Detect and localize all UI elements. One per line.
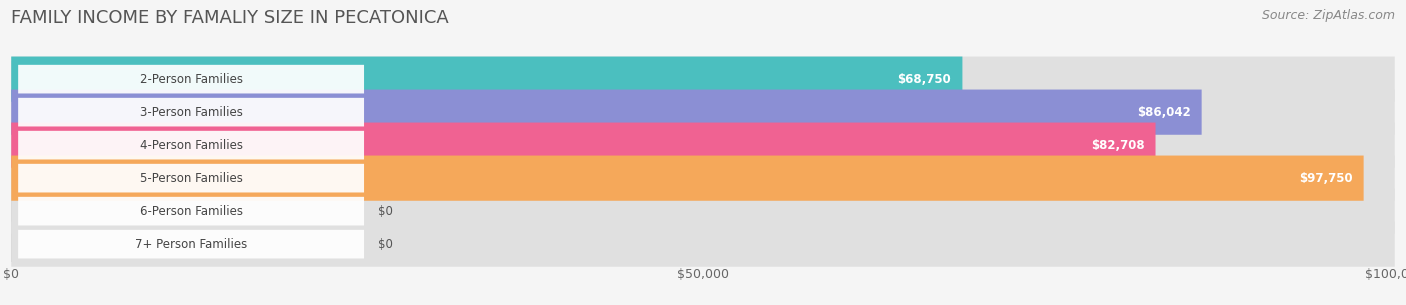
- Text: 2-Person Families: 2-Person Families: [139, 73, 243, 86]
- Text: 5-Person Families: 5-Person Families: [139, 172, 243, 185]
- FancyBboxPatch shape: [11, 188, 1395, 234]
- Text: 6-Person Families: 6-Person Families: [139, 205, 243, 218]
- Text: $86,042: $86,042: [1137, 106, 1191, 119]
- FancyBboxPatch shape: [11, 90, 1395, 135]
- FancyBboxPatch shape: [18, 164, 364, 192]
- FancyBboxPatch shape: [18, 98, 364, 127]
- FancyBboxPatch shape: [11, 123, 1156, 168]
- FancyBboxPatch shape: [18, 131, 364, 160]
- FancyBboxPatch shape: [11, 56, 1395, 102]
- FancyBboxPatch shape: [18, 197, 364, 225]
- Text: $68,750: $68,750: [897, 73, 952, 86]
- Text: 3-Person Families: 3-Person Families: [139, 106, 243, 119]
- FancyBboxPatch shape: [18, 65, 364, 93]
- Text: 7+ Person Families: 7+ Person Families: [135, 238, 247, 251]
- Text: Source: ZipAtlas.com: Source: ZipAtlas.com: [1261, 9, 1395, 22]
- FancyBboxPatch shape: [11, 56, 963, 102]
- FancyBboxPatch shape: [11, 156, 1395, 201]
- Text: $97,750: $97,750: [1299, 172, 1353, 185]
- Text: $0: $0: [378, 238, 392, 251]
- Text: $0: $0: [378, 205, 392, 218]
- Text: $82,708: $82,708: [1091, 139, 1144, 152]
- Text: FAMILY INCOME BY FAMALIY SIZE IN PECATONICA: FAMILY INCOME BY FAMALIY SIZE IN PECATON…: [11, 9, 449, 27]
- FancyBboxPatch shape: [18, 230, 364, 258]
- FancyBboxPatch shape: [11, 156, 1364, 201]
- FancyBboxPatch shape: [11, 221, 1395, 267]
- FancyBboxPatch shape: [11, 90, 1202, 135]
- FancyBboxPatch shape: [11, 123, 1395, 168]
- Text: 4-Person Families: 4-Person Families: [139, 139, 243, 152]
